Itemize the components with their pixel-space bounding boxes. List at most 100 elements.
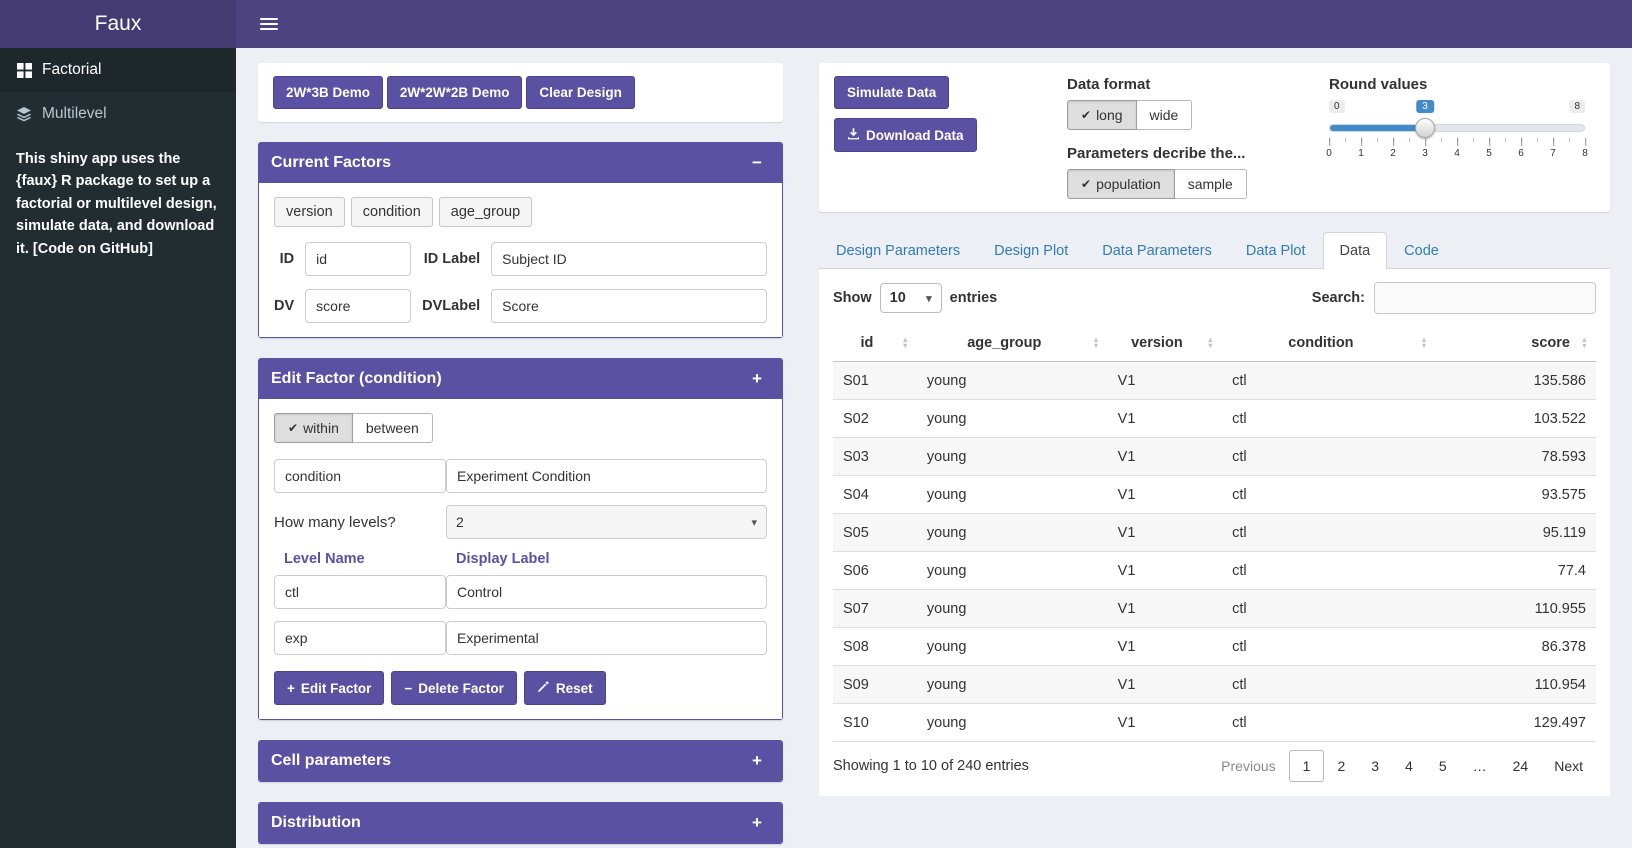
table-row[interactable]: S01 young V1 ctl 135.586 (833, 361, 1596, 400)
show-label: Show (833, 290, 872, 306)
tab-design-parameters[interactable]: Design Parameters (836, 243, 961, 259)
dv-label: DV (274, 298, 295, 314)
id-input[interactable] (305, 242, 412, 276)
check-icon: ✔ (288, 421, 299, 435)
levels-select[interactable]: 2 ▾ (446, 505, 767, 539)
search-input[interactable] (1374, 282, 1596, 314)
collapse-minus-icon[interactable]: − (744, 151, 770, 175)
sort-icon: ▲ ▼ (1580, 335, 1588, 350)
search-control: Search: (1312, 282, 1596, 314)
table-row[interactable]: S07 young V1 ctl 110.955 (833, 589, 1596, 628)
cell: 78.593 (1435, 437, 1596, 476)
within-option[interactable]: ✔ within (274, 413, 353, 443)
column-header-age-group[interactable]: age_group ▲ ▼ (916, 325, 1108, 362)
cell: young (916, 627, 1108, 666)
search-label: Search: (1311, 290, 1365, 306)
dv-label-input[interactable] (491, 289, 767, 323)
caret-down-icon: ▾ (926, 292, 932, 305)
box-title: Edit Factor (condition) (271, 370, 442, 387)
id-label-input[interactable] (491, 242, 767, 276)
collapse-plus-icon[interactable]: + (744, 367, 770, 391)
sidebar-toggle-button[interactable] (254, 12, 284, 36)
table-row[interactable]: S04 young V1 ctl 93.575 (833, 475, 1596, 514)
table-row[interactable]: S10 young V1 ctl 129.497 (833, 703, 1596, 742)
check-icon: ✔ (1081, 108, 1092, 122)
table-info: Showing 1 to 10 of 240 entries (833, 758, 1029, 774)
table-row[interactable]: S08 young V1 ctl 86.378 (833, 627, 1596, 666)
delete-factor-button[interactable]: − Delete Factor (391, 671, 517, 705)
factor-condition-button[interactable]: condition (350, 197, 433, 227)
navbar (236, 0, 1632, 48)
previous-page-button[interactable]: Previous (1221, 758, 1276, 774)
page-button-3[interactable]: 3 (1371, 758, 1380, 774)
cell: young (916, 665, 1108, 704)
data-format-toggle: ✔ long ✔ wide (1067, 100, 1193, 130)
tab-data[interactable]: Data (1322, 232, 1388, 269)
demo-2w2w2b-button[interactable]: 2W*2W*2B Demo (386, 76, 523, 109)
table-row[interactable]: S03 young V1 ctl 78.593 (833, 437, 1596, 476)
sidebar-item-multilevel[interactable]: Multilevel (0, 92, 236, 136)
edit-factor-button[interactable]: + Edit Factor (274, 671, 385, 705)
slider-value-label: 3 (1416, 100, 1434, 113)
page-button-24[interactable]: 24 (1512, 758, 1529, 774)
page-button-1[interactable]: 1 (1288, 750, 1325, 782)
slider-tick: 1 (1358, 138, 1364, 159)
tab-data-parameters[interactable]: Data Parameters (1102, 243, 1212, 259)
slider-handle[interactable] (1415, 118, 1436, 138)
column-header-score[interactable]: score ▲ ▼ (1435, 325, 1596, 362)
tab-design-plot[interactable]: Design Plot (994, 243, 1069, 259)
page-button-4[interactable]: 4 (1405, 758, 1413, 774)
slider-track[interactable] (1329, 118, 1585, 138)
cell: 77.4 (1435, 551, 1596, 590)
reset-button[interactable]: Reset (523, 671, 606, 705)
download-data-button[interactable]: Download Data (834, 118, 977, 152)
level1-name-input[interactable] (274, 575, 446, 609)
population-option[interactable]: ✔ population (1067, 169, 1175, 199)
column-header-version[interactable]: version ▲ ▼ (1107, 325, 1223, 362)
level2-name-input[interactable] (274, 621, 446, 655)
column-header-condition[interactable]: condition ▲ ▼ (1222, 325, 1436, 362)
distribution-header: Distribution + (259, 803, 782, 843)
table-row[interactable]: S06 young V1 ctl 77.4 (833, 551, 1596, 590)
level2-label-input[interactable] (446, 621, 767, 655)
page-button-5[interactable]: 5 (1438, 758, 1447, 774)
tab-code[interactable]: Code (1404, 243, 1439, 259)
expand-plus-icon[interactable]: + (744, 749, 770, 773)
plus-icon: + (287, 680, 295, 696)
factor-version-button[interactable]: version (274, 197, 345, 227)
edit-factor-box: Edit Factor (condition) + ✔ within ✔ bet… (258, 358, 783, 720)
simulate-data-button[interactable]: Simulate Data (834, 76, 950, 109)
clear-design-button[interactable]: Clear Design (526, 76, 635, 109)
cell: V1 (1107, 399, 1223, 438)
tab-bar: Design Parameters Design Plot Data Param… (819, 232, 1610, 269)
cell: ctl (1222, 589, 1436, 628)
level1-label-input[interactable] (446, 575, 767, 609)
cell: S06 (833, 551, 917, 590)
column-header-id[interactable]: id ▲ ▼ (833, 325, 917, 362)
factor-age-group-button[interactable]: age_group (438, 197, 533, 227)
page-length-select[interactable]: 10 ▾ (879, 283, 942, 313)
caret-down-icon: ▾ (751, 516, 757, 529)
between-option[interactable]: ✔ between (352, 413, 433, 443)
sample-option[interactable]: ✔ sample (1174, 169, 1247, 199)
factor-display-input[interactable] (446, 459, 767, 493)
round-values-label: Round values (1329, 76, 1428, 93)
next-page-button[interactable]: Next (1554, 758, 1583, 774)
table-row[interactable]: S09 young V1 ctl 110.954 (833, 665, 1596, 704)
slider-fill (1330, 125, 1426, 131)
wide-option[interactable]: ✔ wide (1136, 100, 1193, 130)
round-values-slider[interactable]: 0 8 3 0 1 2 3 4 5 (1326, 100, 1588, 166)
demo-2w3b-button[interactable]: 2W*3B Demo (273, 76, 384, 109)
long-option[interactable]: ✔ long (1067, 100, 1137, 130)
slider-tick: 3 (1422, 138, 1428, 159)
factor-name-input[interactable] (274, 459, 446, 493)
dv-input[interactable] (305, 289, 412, 323)
page-length-control: Show 10 ▾ entries (833, 283, 997, 313)
expand-plus-icon[interactable]: + (744, 811, 770, 835)
tab-data-plot[interactable]: Data Plot (1245, 243, 1306, 259)
table-row[interactable]: S05 young V1 ctl 95.119 (833, 513, 1596, 552)
page-button-2[interactable]: 2 (1337, 758, 1346, 774)
app-logo[interactable]: Faux (0, 0, 236, 48)
table-row[interactable]: S02 young V1 ctl 103.522 (833, 399, 1596, 438)
sidebar-item-factorial[interactable]: Factorial (0, 48, 236, 92)
